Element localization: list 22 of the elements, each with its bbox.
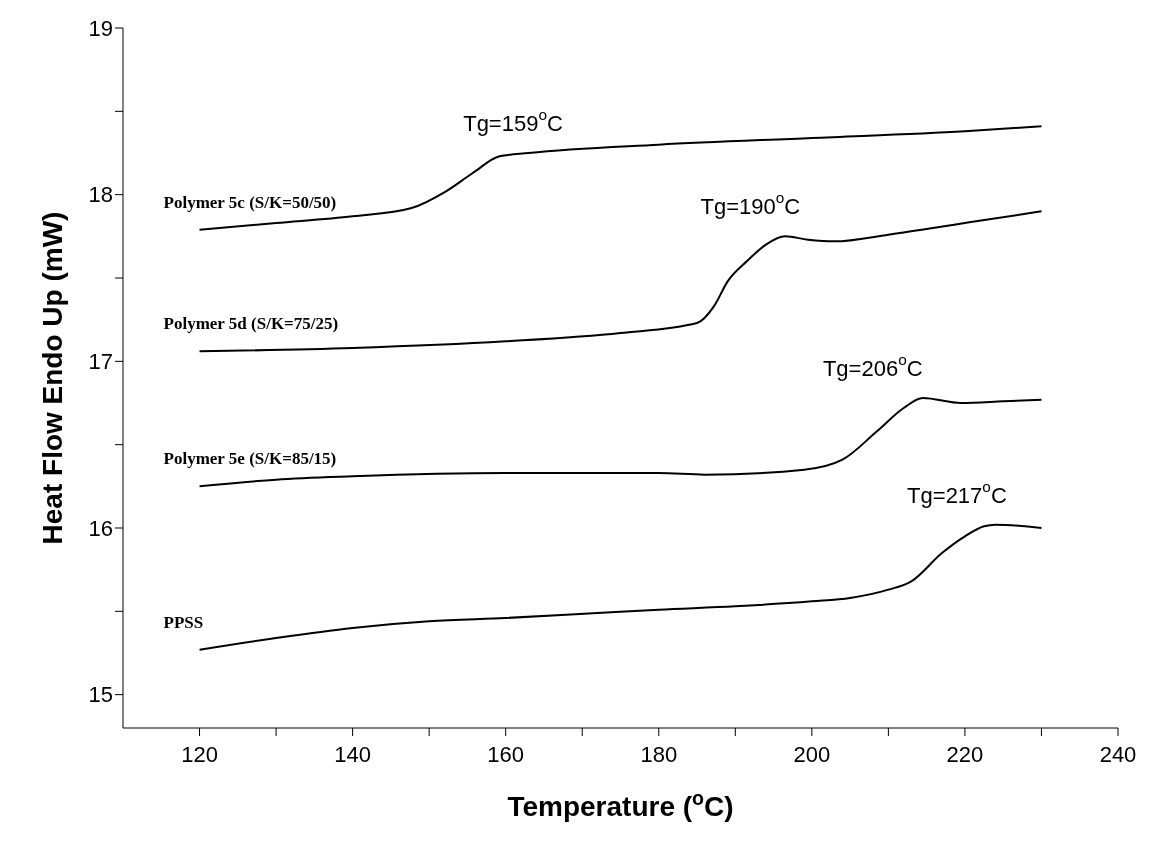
series-label: PPSS <box>163 612 204 632</box>
x-tick-label: 180 <box>640 741 678 767</box>
x-tick-label: 160 <box>487 741 525 767</box>
annotation: Tg=190$^{o}$C <box>700 189 801 219</box>
x-tick-label: 240 <box>1099 741 1137 767</box>
y-tick-label: 18 <box>88 182 113 208</box>
annotation: Tg=159$^{o}$C <box>463 106 563 136</box>
x-tick-label: 120 <box>181 741 218 767</box>
x-tick-label: 200 <box>793 741 831 767</box>
x-tick-label: 140 <box>334 741 371 767</box>
series-label: Polymer 5e (S/K=85/15) <box>163 449 337 469</box>
y-tick-label: 17 <box>88 349 113 375</box>
series-label: Polymer 5d (S/K=75/25) <box>163 314 339 334</box>
y-tick-label: 16 <box>88 515 113 541</box>
annotation: Tg=217$^{o}$C <box>907 477 1007 508</box>
y-axis-title: Heat Flow Endo Up (mW) <box>36 211 68 545</box>
x-axis-title: Temperature ($^{o}$C) <box>507 787 734 822</box>
y-tick-label: 19 <box>88 15 113 41</box>
y-tick-label: 15 <box>88 682 113 708</box>
series-label: Polymer 5c (S/K=50/50) <box>163 192 337 212</box>
annotation: Tg=206$^{o}$C <box>822 351 923 381</box>
x-tick-label: 220 <box>946 741 984 767</box>
